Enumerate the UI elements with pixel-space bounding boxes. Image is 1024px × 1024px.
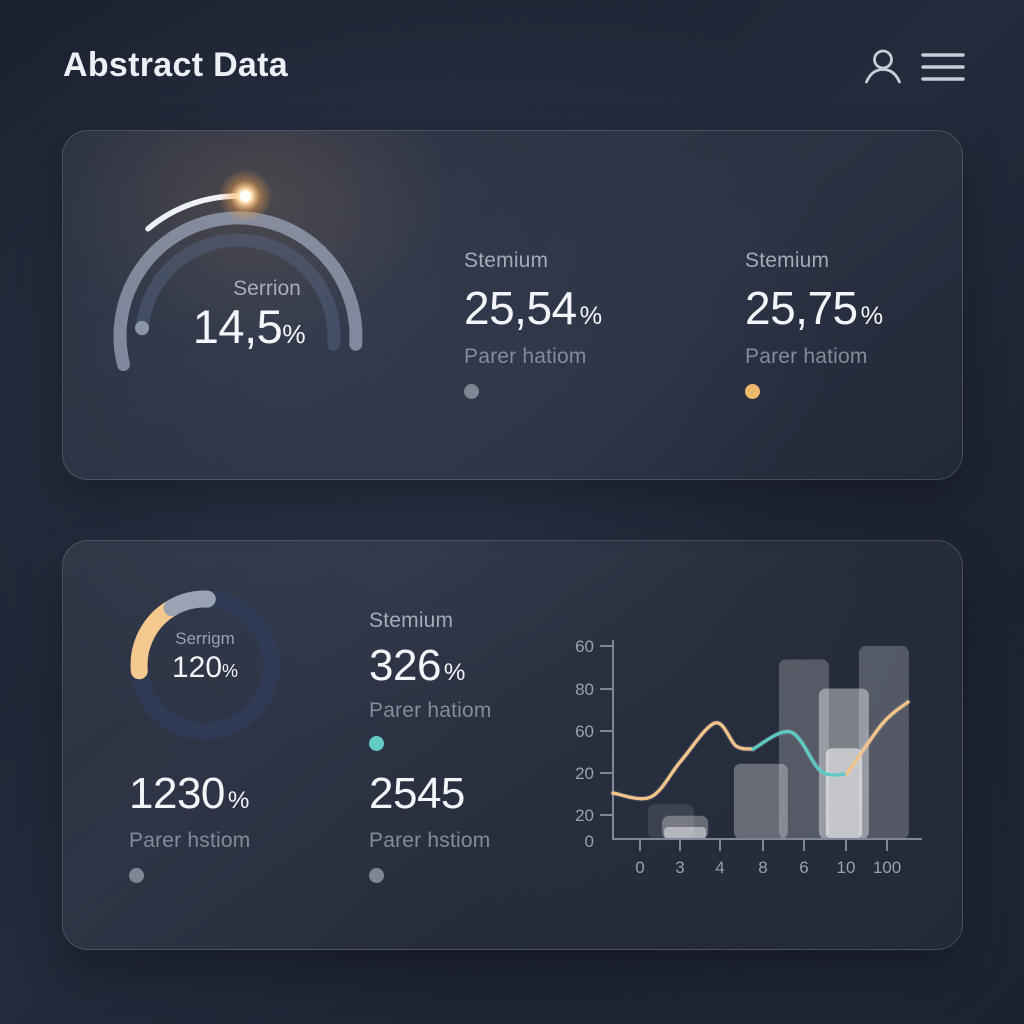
stat-title: Stemium	[369, 609, 454, 632]
svg-text:20: 20	[576, 764, 594, 783]
stat-value: 326%	[369, 641, 465, 690]
gauge-chart	[113, 169, 363, 371]
gauge-start-dot	[135, 321, 149, 335]
svg-text:20: 20	[576, 806, 594, 825]
page-title: Abstract Data	[63, 46, 288, 84]
svg-text:10: 10	[837, 858, 856, 877]
donut-arc-gray	[163, 590, 216, 617]
status-dot-gray	[464, 384, 479, 399]
top-summary-card: Serrion 14,5% Stemium 25,54% Parer hatio…	[62, 130, 963, 480]
stat-value: 1230%	[129, 769, 249, 818]
status-dot-orange	[745, 384, 760, 399]
stat-value: 25,75%	[745, 282, 883, 334]
bar-line-chart: 60 80 60 20 20 0 0 3 4 8 6 10 100	[576, 637, 922, 877]
stat-title: Stemium	[464, 249, 549, 272]
profile-icon[interactable]	[860, 44, 906, 90]
gauge-label: Serrion	[233, 277, 301, 300]
stat-subtitle: Parer hstiom	[129, 829, 251, 852]
stat-value: 2545	[369, 769, 465, 818]
status-dot-teal	[369, 736, 384, 751]
stat-value: 25,54%	[464, 282, 602, 334]
svg-text:4: 4	[715, 858, 724, 877]
stat-subtitle: Parer hatiom	[464, 345, 587, 368]
stat-title: Stemium	[745, 249, 830, 272]
stat-block-1230: 1230% Parer hstiom	[129, 769, 250, 883]
stat-subtitle: Parer hatiom	[369, 699, 492, 722]
stat-block-stemium-3: Stemium 326% Parer hatiom	[369, 609, 492, 751]
stat-subtitle: Parer hstiom	[369, 829, 491, 852]
svg-text:3: 3	[675, 858, 684, 877]
hamburger-menu-icon[interactable]	[920, 50, 966, 86]
stat-subtitle: Parer hatiom	[745, 345, 868, 368]
svg-text:6: 6	[799, 858, 808, 877]
status-dot-gray	[369, 868, 384, 883]
stat-block-stemium-1: Stemium 25,54% Parer hatiom	[464, 249, 602, 399]
svg-text:0: 0	[585, 832, 594, 851]
svg-text:8: 8	[758, 858, 767, 877]
donut-chart	[130, 590, 280, 740]
donut-value: 120%	[171, 651, 239, 684]
gauge-outer-arc	[113, 211, 363, 371]
stat-block-stemium-2: Stemium 25,75% Parer hatiom	[745, 249, 883, 399]
stat-block-2545: 2545 Parer hstiom	[369, 769, 490, 883]
svg-text:100: 100	[873, 858, 901, 877]
donut-center-text: Serrigm 120%	[115, 629, 295, 685]
bottom-detail-card: Serrigm 120% Stemium 326% Parer hatiom 1…	[62, 540, 963, 950]
donut-label: Serrigm	[175, 629, 235, 648]
gauge-value: 14,5%	[192, 300, 306, 353]
gauge-inner-arc	[135, 233, 341, 351]
svg-text:60: 60	[576, 637, 594, 656]
status-dot-gray	[129, 868, 144, 883]
svg-text:60: 60	[576, 722, 594, 741]
svg-text:80: 80	[576, 680, 594, 699]
svg-text:0: 0	[635, 858, 644, 877]
